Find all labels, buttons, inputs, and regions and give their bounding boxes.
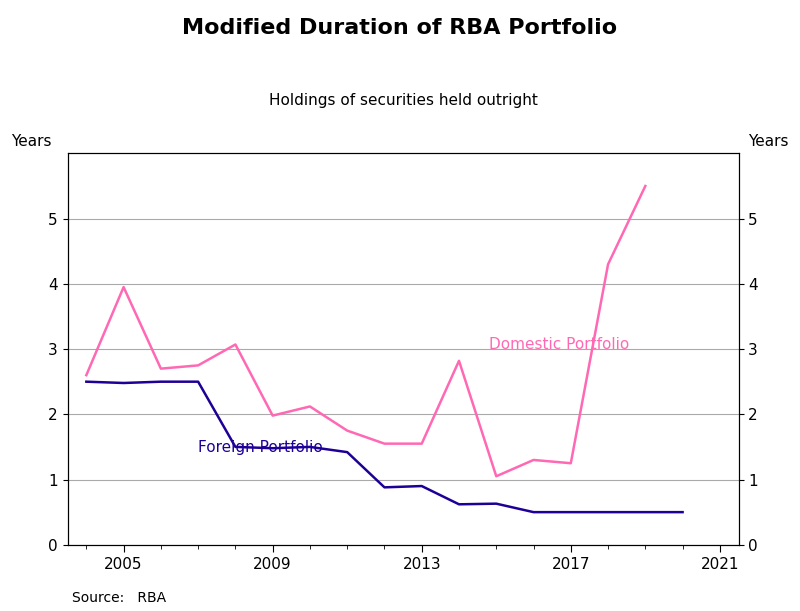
Text: Years: Years xyxy=(748,134,789,150)
Text: Modified Duration of RBA Portfolio: Modified Duration of RBA Portfolio xyxy=(182,18,618,38)
Title: Holdings of securities held outright: Holdings of securities held outright xyxy=(269,93,538,108)
Text: Domestic Portfolio: Domestic Portfolio xyxy=(489,337,629,352)
Text: Years: Years xyxy=(10,134,51,150)
Text: Foreign Portfolio: Foreign Portfolio xyxy=(198,440,323,455)
Text: Source:   RBA: Source: RBA xyxy=(72,591,166,605)
